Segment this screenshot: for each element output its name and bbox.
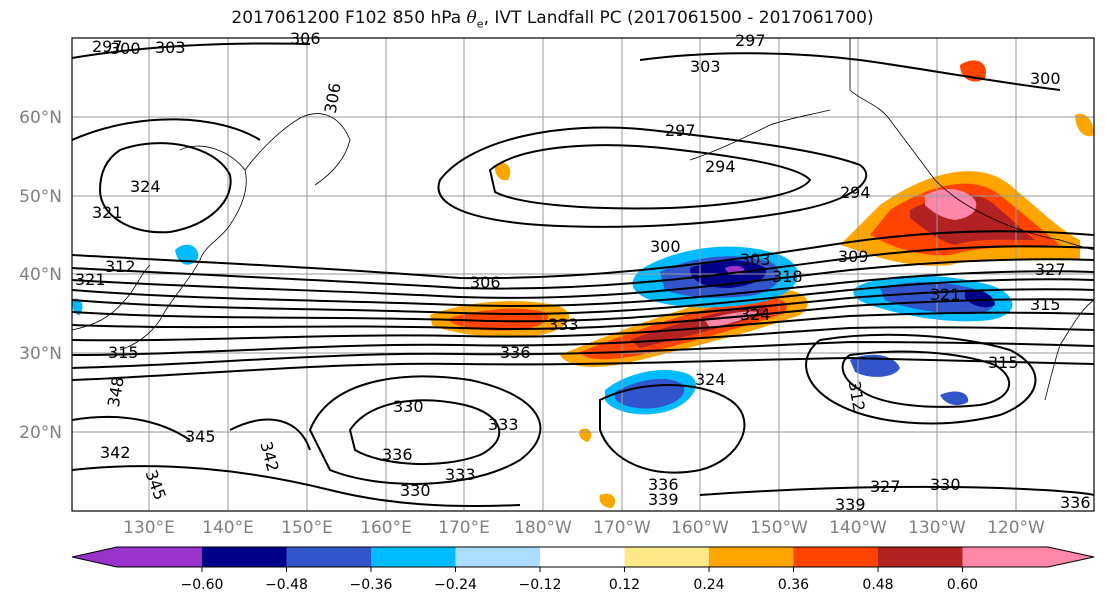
contour-label: 327 xyxy=(1035,260,1066,279)
contour-label: 297 xyxy=(735,31,766,50)
colorbar-segment xyxy=(286,547,372,567)
contour-label: 336 xyxy=(500,343,531,362)
contour-label: 330 xyxy=(930,475,961,494)
contour-label: 318 xyxy=(772,267,803,286)
colorbar-segment xyxy=(793,547,879,567)
lon-label: 150°E xyxy=(281,518,333,538)
contour-label: 294 xyxy=(705,157,736,176)
contour-label: 315 xyxy=(1030,295,1061,314)
contour-label: 315 xyxy=(108,343,139,362)
contour-label: 306 xyxy=(290,29,321,48)
contour-label: 333 xyxy=(488,415,519,434)
contour-label: 327 xyxy=(870,477,901,496)
lat-label: 20°N xyxy=(19,423,62,443)
contour-label: 324 xyxy=(740,305,771,324)
lon-label: 180°W xyxy=(514,518,572,538)
colorbar-tick-label: 0.12 xyxy=(609,577,640,593)
contour-label: 321 xyxy=(930,285,961,304)
latitude-labels: 60°N 50°N 40°N 30°N 20°N xyxy=(19,108,62,443)
lon-label: 130°E xyxy=(123,518,175,538)
lat-label: 30°N xyxy=(19,344,62,364)
coastlines xyxy=(72,38,1094,401)
colorbar-segment xyxy=(962,547,1094,567)
colorbar-tick-label: 0.60 xyxy=(947,577,978,593)
contour-label: 321 xyxy=(92,203,123,222)
contour-label: 333 xyxy=(548,315,579,334)
map-plot-area xyxy=(72,38,1094,511)
contour-label: 342 xyxy=(100,443,131,462)
colorbar-segment xyxy=(624,547,710,567)
contour-label: 306 xyxy=(470,273,501,292)
colorbar-segment xyxy=(371,547,456,567)
colorbar-tick-label: −0.48 xyxy=(265,577,308,593)
contour-labels: 297 300 303 306 306 297 294 294 300 303 … xyxy=(75,29,1091,514)
contour-label: 330 xyxy=(393,397,424,416)
map-frame xyxy=(71,37,1095,512)
lat-label: 50°N xyxy=(19,187,62,207)
contour-label: 336 xyxy=(382,445,413,464)
colorbar-segment xyxy=(72,547,202,567)
contour-label: 333 xyxy=(445,465,476,484)
colorbar-segment xyxy=(878,547,963,567)
contour-label: 297 xyxy=(665,121,696,140)
contour-label: 303 xyxy=(690,57,721,76)
lon-label: 170°E xyxy=(438,518,490,538)
contour-label: 339 xyxy=(648,490,679,509)
colorbar-segment xyxy=(709,547,794,567)
contour-label: 324 xyxy=(130,177,161,196)
contour-label: 336 xyxy=(648,475,679,494)
colorbar-tick-label: −0.24 xyxy=(434,577,477,593)
colorbar-tick-label: −0.60 xyxy=(181,577,224,593)
colorbar-tick-label: −0.36 xyxy=(350,577,393,593)
contour-label: 297 xyxy=(92,37,123,56)
contour-label: 294 xyxy=(840,183,871,202)
colorbar-tick-label: 0.24 xyxy=(693,577,724,593)
lon-label: 160°W xyxy=(671,518,729,538)
map-title: 2017061200 F102 850 hPa θe, IVT Landfall… xyxy=(231,8,874,31)
contour-label: 309 xyxy=(838,247,869,266)
lon-label: 140°E xyxy=(202,518,254,538)
lon-label: 170°W xyxy=(593,518,651,538)
theta-e-contours xyxy=(72,42,1094,508)
colorbar-segment xyxy=(455,547,541,567)
longitude-labels: 130°E 140°E 150°E 160°E 170°E 180°W 170°… xyxy=(123,518,1045,538)
contour-label: 303 xyxy=(740,250,771,269)
contour-label: 315 xyxy=(988,353,1019,372)
lat-label: 60°N xyxy=(19,108,62,128)
contour-label: 345 xyxy=(185,427,216,446)
colorbar-segment xyxy=(202,547,287,567)
lat-label: 40°N xyxy=(19,265,62,285)
colorbar-outline xyxy=(71,546,1095,568)
contour-label: 300 xyxy=(1030,69,1061,88)
lon-label: 130°W xyxy=(908,518,966,538)
lon-label: 160°E xyxy=(360,518,412,538)
contour-label: 303 xyxy=(155,38,186,57)
lon-label: 120°W xyxy=(987,518,1045,538)
contour-label: 300 xyxy=(110,39,141,58)
colorbar-tick-label: −0.12 xyxy=(519,577,562,593)
colorbar: −0.60 −0.48 −0.36 −0.24 −0.12 0.12 0.24 0.36 0.4… xyxy=(71,546,1095,593)
lon-label: 150°W xyxy=(750,518,808,538)
contour-label: 339 xyxy=(835,495,866,514)
contour-label: 324 xyxy=(695,370,726,389)
contour-label: 300 xyxy=(650,237,681,256)
colorbar-tick-label: 0.36 xyxy=(778,577,809,593)
contour-label: 312 xyxy=(105,257,136,276)
lon-label: 140°W xyxy=(829,518,887,538)
contour-label: 321 xyxy=(75,270,106,289)
colorbar-segment xyxy=(540,547,625,567)
contour-label: 330 xyxy=(400,481,431,500)
colorbar-tick-label: 0.48 xyxy=(862,577,893,593)
contour-label: 336 xyxy=(1060,493,1091,512)
